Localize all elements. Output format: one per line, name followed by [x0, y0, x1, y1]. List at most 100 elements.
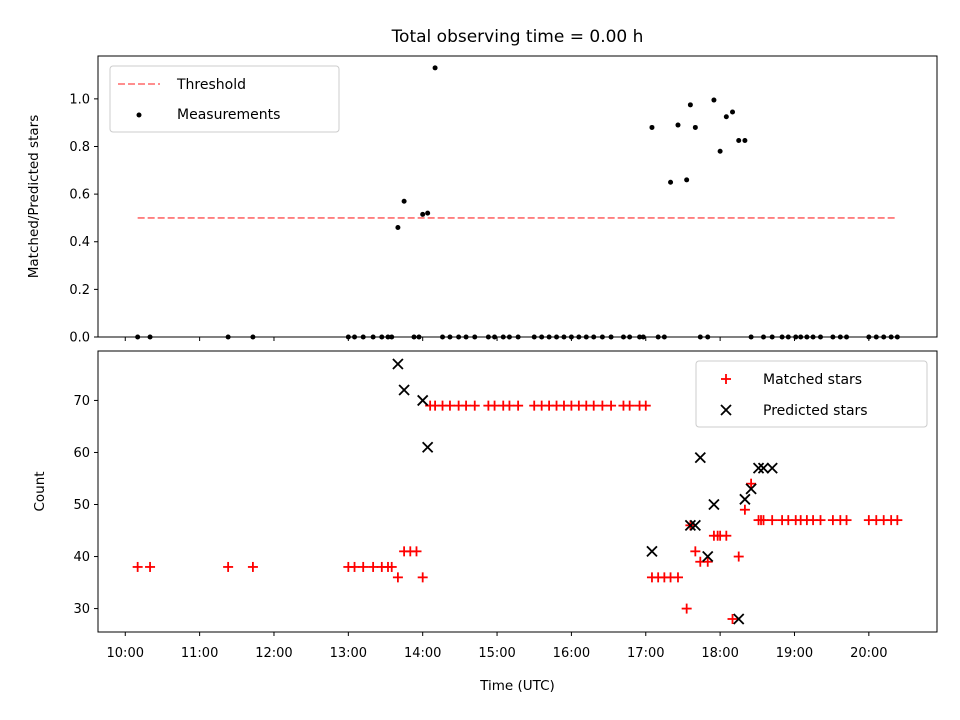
legend-predicted-swatch: [720, 404, 732, 416]
matched-star-point: [132, 561, 143, 572]
x-tick-label: 17:00: [627, 646, 664, 661]
bottom-legend: Matched stars Predicted stars: [695, 360, 928, 428]
measurement-point: [711, 97, 717, 103]
matched-star-point: [461, 400, 472, 411]
predicted-star-point: [694, 452, 706, 464]
cross-stroke-b: [694, 452, 706, 464]
matched-star-point: [386, 561, 397, 572]
predicted-star-point: [752, 462, 765, 474]
cross-stroke-b: [392, 358, 404, 370]
legend-measurements-label: Measurements: [177, 107, 280, 123]
x-tick-label: 18:00: [701, 646, 738, 661]
matched-star-point: [606, 400, 617, 411]
measurement-point: [692, 124, 698, 130]
matched-star-point: [223, 561, 234, 572]
matched-star-point: [690, 546, 701, 557]
top-y-axis-label: Matched/Predicted stars: [26, 115, 42, 278]
predicted-star-point: [646, 545, 658, 557]
chart-title: Total observing time = 0.00 h: [391, 27, 644, 47]
predicted-star-point: [757, 462, 770, 474]
measurement-point: [742, 138, 748, 144]
bottom-y-ticks: 30 40 50 60 70: [73, 394, 98, 617]
top-plot-frame: [97, 55, 938, 338]
top-legend: Threshold Measurements: [109, 65, 340, 133]
x-tick-label: 20:00: [850, 646, 887, 661]
matched-star-point: [733, 551, 744, 562]
cross-stroke-b: [733, 613, 745, 625]
cross-stroke-b: [745, 483, 757, 495]
cross-stroke-b: [702, 550, 714, 563]
x-tick-label: 19:00: [776, 646, 813, 661]
cross-stroke-b: [646, 545, 658, 557]
matched-star-point: [597, 400, 608, 411]
bottom-x-ticks: 10:00 11:00 12:00 13:00 14:00 15:00 16:00 17:00…: [107, 632, 888, 661]
top-chart: 0.0 0.2 0.4 0.6 0.8 1.0 Matched/Predicted sta…: [26, 55, 938, 346]
legend-matched-label: Matched stars: [763, 372, 862, 388]
bottom-y-tick-label: 50: [73, 498, 90, 513]
measurement-point: [420, 211, 426, 217]
predicted-stars-layer: [392, 358, 778, 625]
bottom-y-tick-label: 40: [73, 550, 90, 565]
cross-stroke-b: [739, 493, 751, 505]
top-y-tick-label: 0.8: [69, 140, 90, 155]
matched-star-point: [672, 572, 683, 583]
bottom-y-tick-label: 70: [73, 394, 90, 409]
matched-star-point: [513, 400, 524, 411]
cross-stroke-b: [422, 441, 434, 453]
legend-cross-marker: [720, 404, 732, 416]
top-y-tick-label: 1.0: [69, 92, 90, 107]
top-y-tick-label: 0.4: [69, 235, 90, 250]
cross-stroke-b: [720, 404, 732, 416]
predicted-star-point: [392, 358, 404, 370]
predicted-star-point: [702, 550, 714, 563]
legend-predicted-label: Predicted stars: [763, 403, 868, 419]
matched-star-point: [681, 603, 692, 614]
cross-stroke-b: [708, 498, 720, 511]
cross-stroke-b: [398, 384, 410, 396]
matched-star-point: [504, 400, 515, 411]
matched-star-point: [721, 530, 732, 541]
matched-star-point: [702, 556, 713, 567]
matched-star-point: [727, 613, 738, 624]
bottom-y-axis-label: Count: [32, 471, 48, 511]
measurement-point: [730, 109, 736, 115]
measurement-point: [401, 198, 407, 204]
cross-stroke-b: [684, 519, 697, 531]
cross-stroke-b: [766, 462, 778, 474]
x-tick-label: 11:00: [181, 646, 218, 661]
measurement-point: [432, 65, 438, 71]
x-axis-label: Time (UTC): [479, 678, 555, 694]
matched-star-point: [145, 561, 156, 572]
matched-star-point: [392, 572, 403, 583]
matched-star-point: [411, 546, 422, 557]
top-y-tick-label: 0.2: [69, 283, 90, 298]
cross-stroke-b: [417, 394, 429, 407]
bottom-y-tick-label: 60: [73, 446, 90, 461]
measurement-point: [668, 179, 674, 185]
legend-threshold-label: Threshold: [176, 77, 246, 93]
top-x-ticks: [124, 337, 870, 341]
measurement-point: [395, 224, 401, 230]
bottom-chart: 30 40 50 60 70 10:00 11:00 12:00 13:00 14:00 15:0…: [32, 350, 938, 694]
matched-star-point: [892, 515, 903, 526]
matched-star-point: [368, 561, 379, 572]
predicted-star-point: [766, 462, 778, 474]
cross-stroke-b: [752, 462, 765, 474]
matched-stars-layer: [132, 400, 903, 624]
measurement-point: [684, 177, 690, 183]
matched-star-point: [358, 561, 369, 572]
matched-star-point: [417, 572, 428, 583]
predicted-star-point: [733, 613, 745, 625]
top-y-tick-label: 0.6: [69, 188, 90, 203]
top-legend-box: [109, 65, 340, 133]
matched-star-point: [247, 561, 258, 572]
matched-star-point: [739, 504, 750, 515]
predicted-star-point: [684, 519, 697, 531]
x-tick-label: 10:00: [107, 646, 144, 661]
matched-star-point: [758, 515, 769, 526]
measurement-point: [723, 114, 729, 120]
predicted-star-point: [417, 394, 429, 407]
x-tick-label: 14:00: [404, 646, 441, 661]
predicted-star-point: [708, 498, 720, 511]
